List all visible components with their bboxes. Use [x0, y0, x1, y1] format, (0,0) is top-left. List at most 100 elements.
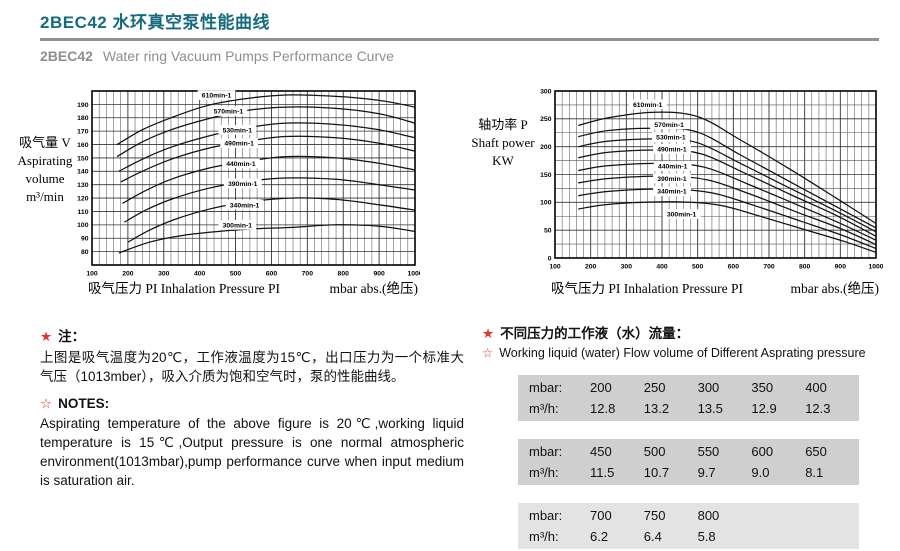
y-tick-label: 190 [77, 102, 89, 109]
curve-570min-1 [578, 127, 877, 229]
curve-label: 390min-1 [657, 176, 687, 183]
subtitle-text: Water ring Vacuum Pumps Performance Curv… [102, 48, 394, 64]
note-heading-cn: ★ 注： [40, 325, 464, 345]
table-cell: 8.1 [805, 465, 824, 480]
pressure-row: mbar: 700 750 800 [518, 505, 859, 526]
curve-label: 490min-1 [224, 141, 254, 148]
flow-heading-en: ☆ Working liquid (water) Flow volume of D… [482, 345, 884, 360]
table-cell: 12.8 [590, 401, 616, 416]
flow-heading-en-text: Working liquid (water) Flow volume of Di… [499, 346, 866, 360]
curve-label: 340min-1 [230, 202, 260, 209]
shaft-power-chart: 610min-1 570min-1 530min-1 490min-1 440min-1… [540, 88, 883, 271]
y-tick-label: 100 [540, 200, 552, 207]
curve-490min-1 [120, 135, 416, 183]
x-tick-label: 700 [763, 264, 775, 271]
note-heading-en: ☆ NOTES: [40, 396, 464, 412]
table-cell: 6.4 [643, 529, 662, 544]
curve-label: 440min-1 [226, 161, 256, 168]
x-axis-label: 吸气压力 PI Inhalation Pressure PI [88, 281, 280, 296]
curve-label: 440min-1 [658, 164, 688, 171]
curve-610min-1 [116, 94, 416, 146]
left-chart-y-axis-label: 吸气量 V Aspirating volume m³/min [0, 134, 90, 206]
flow-heading-cn-text: 不同压力的工作液（水）流量： [500, 326, 690, 341]
curve-300min-1 [118, 224, 416, 254]
x-tick-label: 200 [122, 271, 134, 278]
notes-label-en: NOTES: [58, 396, 110, 411]
table-cell: 500 [643, 444, 666, 459]
header-rule [40, 38, 879, 41]
table-cell: 550 [697, 444, 720, 459]
aspirating-volume-chart: 610min-1 570min-1 530min-1 490min-1 440min-1… [77, 90, 420, 278]
y-label-line: Aspirating [17, 153, 73, 168]
y-label-line: m³/min [26, 189, 64, 204]
x-tick-label: 1000 [407, 271, 420, 278]
table-cell: 450 [590, 444, 612, 459]
curve-570min-1 [116, 106, 416, 158]
right-chart-y-axis-label: 轴功率 P Shaft power KW [452, 116, 554, 170]
y-tick-label: 150 [77, 155, 89, 162]
table-cell: 300 [697, 380, 720, 395]
x-axis-label: 吸气压力 PI Inhalation Pressure PI [551, 281, 743, 296]
x-tick-label: 1000 [868, 264, 883, 271]
table-cell: 9.7 [697, 465, 716, 480]
x-tick-label: 400 [194, 271, 206, 278]
x-tick-label: 200 [585, 264, 597, 271]
x-axis-unit: mbar abs.(绝压) [329, 281, 418, 296]
table-cell: 10.7 [643, 465, 670, 480]
y-tick-label: 120 [77, 195, 89, 202]
curve-label: 530min-1 [223, 127, 253, 134]
row-label: mbar: [529, 380, 563, 395]
x-axis-unit: mbar abs.(绝压) [790, 281, 879, 296]
y-label-line: Shaft power [471, 135, 535, 150]
y-tick-label: 0 [548, 255, 552, 262]
y-tick-label: 150 [540, 172, 552, 179]
y-label-line: volume [25, 171, 65, 186]
outline-star-icon: ☆ [482, 346, 494, 360]
x-tick-label: 800 [338, 271, 350, 278]
table-cell: 11.5 [590, 465, 615, 480]
row-label: m³/h: [529, 529, 559, 544]
y-label-line: 轴功率 P [478, 117, 528, 132]
x-tick-label: 700 [302, 271, 314, 278]
y-tick-label: 160 [77, 142, 89, 149]
table-cell: 800 [697, 508, 720, 523]
y-tick-label: 180 [77, 115, 89, 122]
row-label: mbar: [529, 508, 563, 523]
curve-label: 390min-1 [228, 181, 258, 188]
x-tick-label: 500 [230, 271, 242, 278]
table-cell: 5.8 [697, 529, 716, 544]
row-label: mbar: [529, 444, 563, 459]
filled-star-icon: ★ [40, 329, 53, 344]
table-cell: 700 [590, 508, 612, 523]
flow-row-values: m³/h: 11.5 10.7 9.7 9.0 8.1 [518, 462, 859, 483]
y-tick-label: 110 [78, 209, 89, 216]
y-tick-label: 140 [77, 169, 89, 176]
curve-label: 300min-1 [667, 212, 697, 219]
curve-label: 570min-1 [654, 122, 684, 129]
y-tick-label: 300 [540, 88, 552, 95]
curve-610min-1 [578, 111, 877, 225]
y-tick-label: 50 [544, 228, 552, 235]
filled-star-icon: ★ [482, 326, 495, 341]
x-tick-label: 600 [728, 264, 740, 271]
curve-530min-1 [578, 138, 877, 233]
curve-300min-1 [578, 201, 877, 253]
table-cell: 12.3 [805, 401, 831, 416]
y-tick-label: 170 [77, 129, 89, 136]
curve-440min-1 [122, 155, 416, 204]
page-title: 2BEC42 水环真空泵性能曲线 [40, 13, 270, 32]
x-tick-label: 900 [373, 271, 385, 278]
curve-440min-1 [578, 162, 877, 241]
curve-label: 490min-1 [657, 146, 687, 153]
table-cell: 650 [805, 444, 827, 459]
table-cell: 200 [590, 380, 612, 395]
curve-label: 610min-1 [202, 93, 232, 100]
y-tick-label: 100 [77, 222, 89, 229]
x-tick-label: 800 [799, 264, 811, 271]
x-tick-label: 900 [835, 264, 847, 271]
table-cell: 13.5 [697, 401, 723, 416]
pressure-row: mbar: 450 500 550 600 650 [518, 441, 859, 462]
curve-label: 610min-1 [633, 102, 663, 109]
x-tick-label: 300 [621, 264, 633, 271]
